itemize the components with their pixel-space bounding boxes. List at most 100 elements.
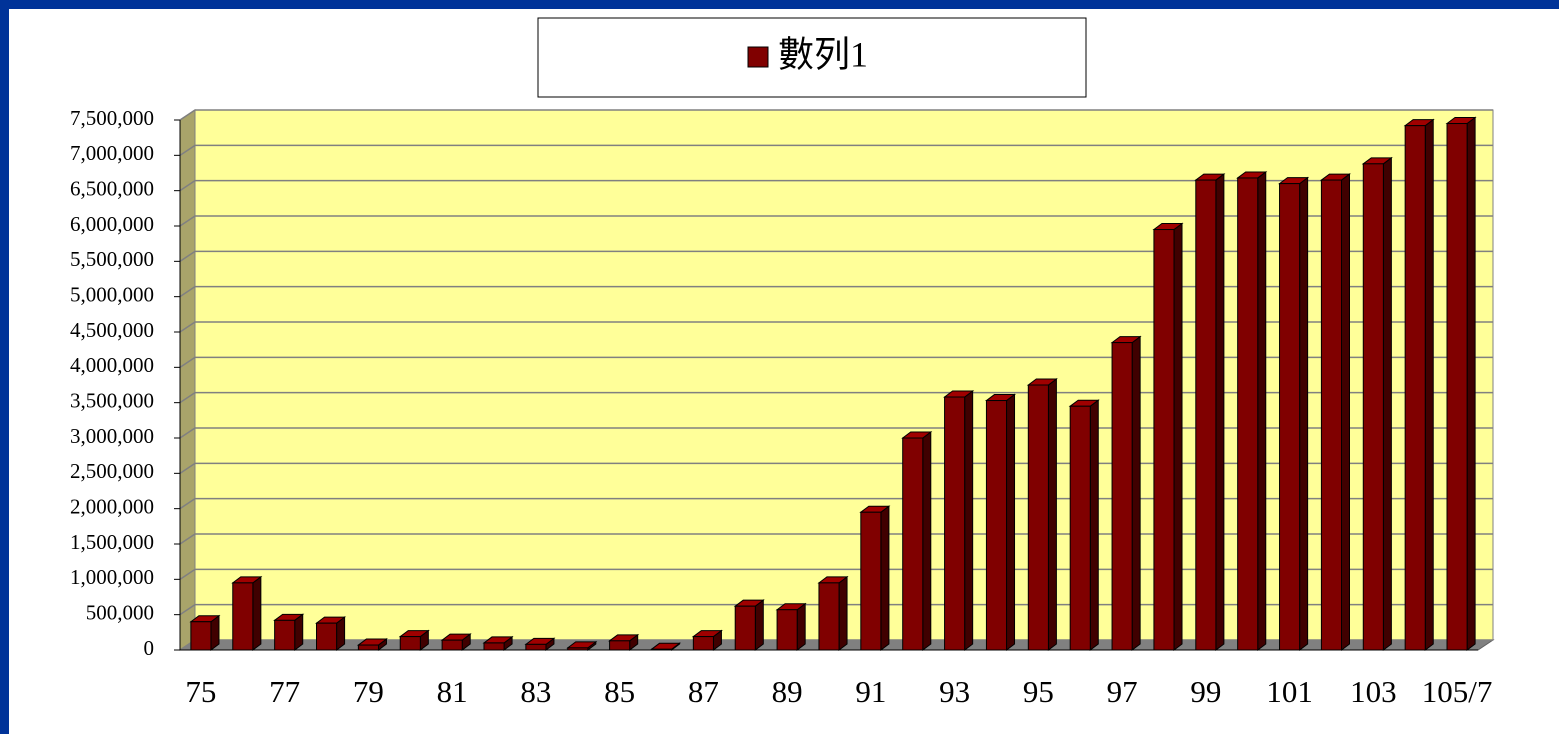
bar-side: [252, 575, 262, 652]
y-tick-label: 7,500,000: [70, 106, 154, 130]
bar: [1320, 179, 1343, 651]
x-tick-label: 77: [269, 674, 300, 709]
x-tick-label: 87: [688, 674, 719, 709]
bar: [1279, 183, 1301, 651]
bar: [734, 605, 756, 651]
grid-line: [179, 391, 1493, 404]
bar-side: [1299, 176, 1309, 651]
bar: [441, 639, 463, 651]
y-tick-label: 3,500,000: [70, 388, 154, 412]
bar: [274, 619, 296, 651]
bar-side: [964, 390, 974, 651]
bar-side: [1424, 118, 1434, 651]
bar: [1153, 229, 1175, 651]
bar-side: [1466, 116, 1476, 651]
bar-side: [796, 602, 806, 651]
frame-left: [0, 0, 9, 734]
bar: [1404, 125, 1426, 651]
bar: [902, 437, 924, 651]
bar: [1362, 163, 1384, 651]
grid-line: [179, 568, 1493, 580]
x-tick-label: 103: [1350, 674, 1397, 709]
grid-line: [179, 109, 1493, 121]
grid-line: [179, 144, 1493, 156]
frame-top: [0, 0, 1559, 9]
bar: [650, 648, 673, 651]
bar-side: [1341, 173, 1351, 651]
bar-side: [1215, 173, 1225, 651]
x-tick-label: 97: [1107, 674, 1138, 709]
grid-line: [179, 285, 1493, 298]
x-tick-label: 85: [604, 674, 635, 709]
bar: [1111, 342, 1133, 651]
bar: [1446, 123, 1468, 651]
y-tick-label: 4,000,000: [70, 353, 154, 377]
bar: [776, 609, 798, 651]
bar: [609, 640, 631, 651]
bar: [567, 647, 589, 651]
bar-side: [1006, 393, 1016, 651]
side-wall: [179, 109, 196, 651]
legend-swatch: [747, 46, 769, 68]
x-tick-label: 75: [185, 674, 216, 709]
bar: [1195, 179, 1217, 651]
grid-line: [179, 356, 1493, 368]
x-tick-label: 101: [1266, 674, 1313, 709]
y-tick-label: 5,000,000: [70, 282, 154, 306]
y-tick-label: 3,000,000: [70, 424, 154, 448]
bar-side: [1173, 222, 1183, 651]
y-tick-label: 2,000,000: [70, 494, 154, 518]
bar-side: [1382, 156, 1392, 651]
bar: [232, 582, 254, 651]
bar: [818, 582, 840, 651]
bar-side: [754, 599, 764, 651]
bar-side: [1257, 170, 1267, 651]
bar-side: [838, 575, 848, 651]
y-tick-label: 1,000,000: [70, 565, 154, 589]
y-tick-label: 500,000: [86, 600, 154, 624]
x-tick-label: 95: [1023, 674, 1054, 709]
legend-box: [537, 17, 1087, 98]
x-tick-label: 81: [437, 674, 468, 709]
y-tick-label: 0: [144, 636, 155, 660]
bar: [1069, 405, 1091, 651]
bar: [483, 642, 505, 651]
y-tick-label: 1,500,000: [70, 530, 154, 554]
y-tick-label: 6,500,000: [70, 176, 154, 200]
x-tick-label: 99: [1190, 674, 1221, 709]
bar: [315, 622, 338, 651]
grid-line: [179, 427, 1493, 439]
y-tick-label: 2,500,000: [70, 459, 154, 483]
y-tick-label: 6,000,000: [70, 212, 154, 236]
bar: [985, 400, 1008, 651]
bar: [1027, 384, 1049, 651]
bar: [357, 644, 379, 651]
legend-label: 數列1: [778, 34, 868, 74]
grid-line: [179, 462, 1493, 474]
x-tick-label: 91: [855, 674, 886, 709]
x-tick-label: 79: [353, 674, 384, 709]
grid-line: [179, 603, 1493, 616]
grid-line: [179, 497, 1493, 510]
bar-side: [1131, 335, 1141, 651]
bar: [190, 621, 212, 651]
bar-side: [880, 505, 890, 651]
bar: [399, 636, 421, 651]
grid-line: [179, 179, 1493, 192]
bar: [944, 396, 966, 651]
x-tick-label: 83: [520, 674, 551, 709]
bar-side: [922, 431, 932, 651]
bar-side: [1089, 399, 1099, 651]
y-tick-label: 7,000,000: [70, 141, 154, 165]
bar-side: [1047, 378, 1057, 651]
bar: [692, 636, 714, 651]
bar: [1237, 177, 1259, 651]
grid-line: [179, 321, 1493, 333]
y-tick-label: 5,500,000: [70, 247, 154, 271]
x-tick-label: 105/7: [1422, 674, 1493, 709]
x-tick-label: 93: [939, 674, 970, 709]
bar: [860, 511, 882, 651]
grid-line: [179, 250, 1493, 262]
y-tick-label: 4,500,000: [70, 318, 154, 342]
